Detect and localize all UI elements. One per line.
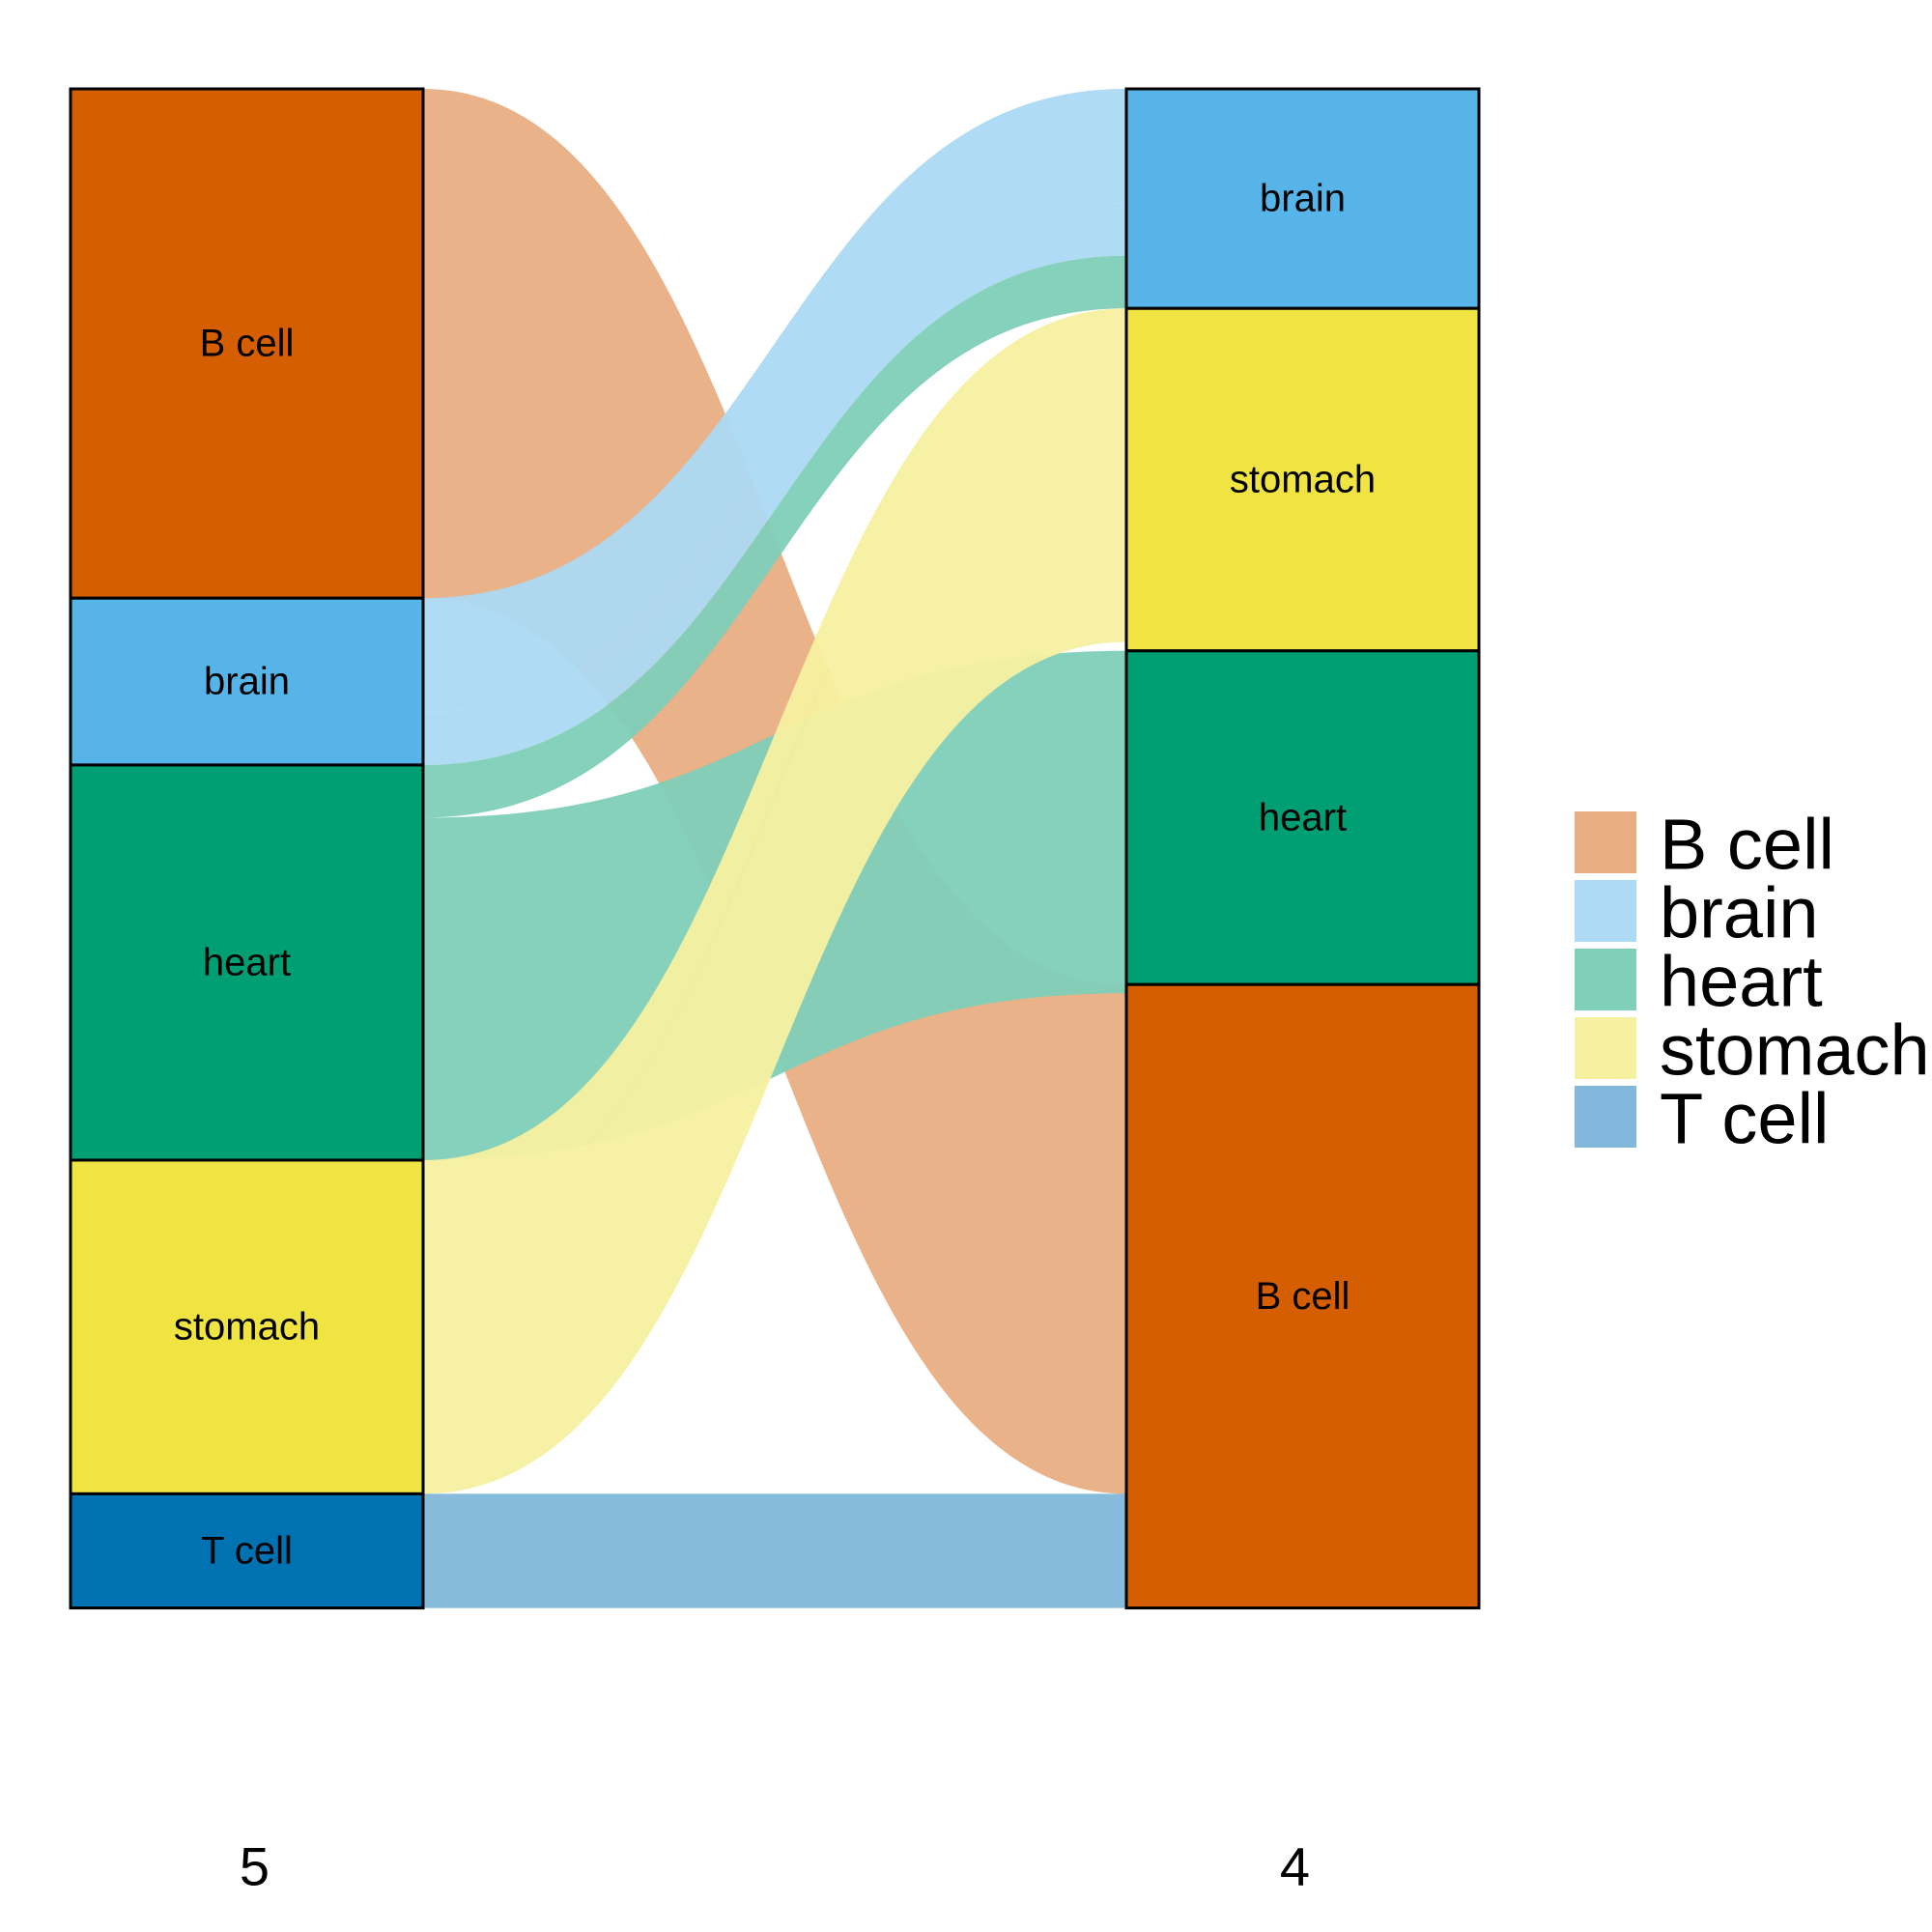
flow-brain-to-brain — [423, 203, 1126, 765]
axis-label-1: 5 — [240, 1836, 270, 1897]
flow-stomach-to-stomach — [423, 369, 1126, 1494]
node-label-axis1-heart: heart — [203, 941, 291, 983]
node-label-axis2-brain: brain — [1260, 178, 1346, 220]
node-axis2-stomach — [1124, 306, 1481, 653]
node-label-axis1-stomach: stomach — [174, 1306, 320, 1349]
legend-key-t-cell — [1575, 1086, 1636, 1148]
axis-label-2: 4 — [1280, 1836, 1310, 1897]
node-axis1-b-cell — [69, 87, 425, 600]
node-label-axis2-b-cell: B cell — [1256, 1275, 1350, 1318]
node-label-axis2-stomach: stomach — [1230, 459, 1376, 501]
legend-label-heart: heart — [1660, 942, 1823, 1022]
node-label-axis1-t-cell: T cell — [201, 1529, 293, 1572]
node-axis1-t-cell — [69, 1492, 425, 1610]
legend-key-b-cell — [1575, 811, 1636, 873]
node-axis2-b-cell — [1124, 982, 1481, 1610]
node-label-axis1-b-cell: B cell — [200, 323, 295, 365]
flow-t-cell-to-b-cell — [423, 1493, 1126, 1608]
flow-stomach-to-stomach — [423, 308, 1126, 1222]
legend-label-t-cell: T cell — [1660, 1079, 1829, 1159]
legend-key-heart — [1575, 949, 1636, 1010]
flow-heart-to-brain — [423, 255, 1126, 818]
legend-label-brain: brain — [1660, 873, 1819, 953]
nodes-layer: B cell brain heart stomach T cell brain stomac… — [69, 87, 1481, 1610]
node-axis1-stomach — [69, 1158, 425, 1495]
flows-layer — [423, 89, 1126, 1608]
node-axis2-brain — [1124, 87, 1481, 310]
node-label-axis1-brain: brain — [204, 661, 290, 703]
node-label-axis2-heart: heart — [1259, 796, 1347, 838]
legend-key-stomach — [1575, 1017, 1636, 1079]
legend-key-brain — [1575, 880, 1636, 942]
flow-brain-to-brain — [423, 89, 1126, 713]
legend-label-b-cell: B cell — [1660, 805, 1834, 885]
node-axis1-heart — [69, 763, 425, 1162]
legend-label-stomach: stomach — [1660, 1010, 1930, 1091]
node-axis2-heart — [1124, 649, 1481, 986]
node-axis1-brain — [69, 596, 425, 767]
